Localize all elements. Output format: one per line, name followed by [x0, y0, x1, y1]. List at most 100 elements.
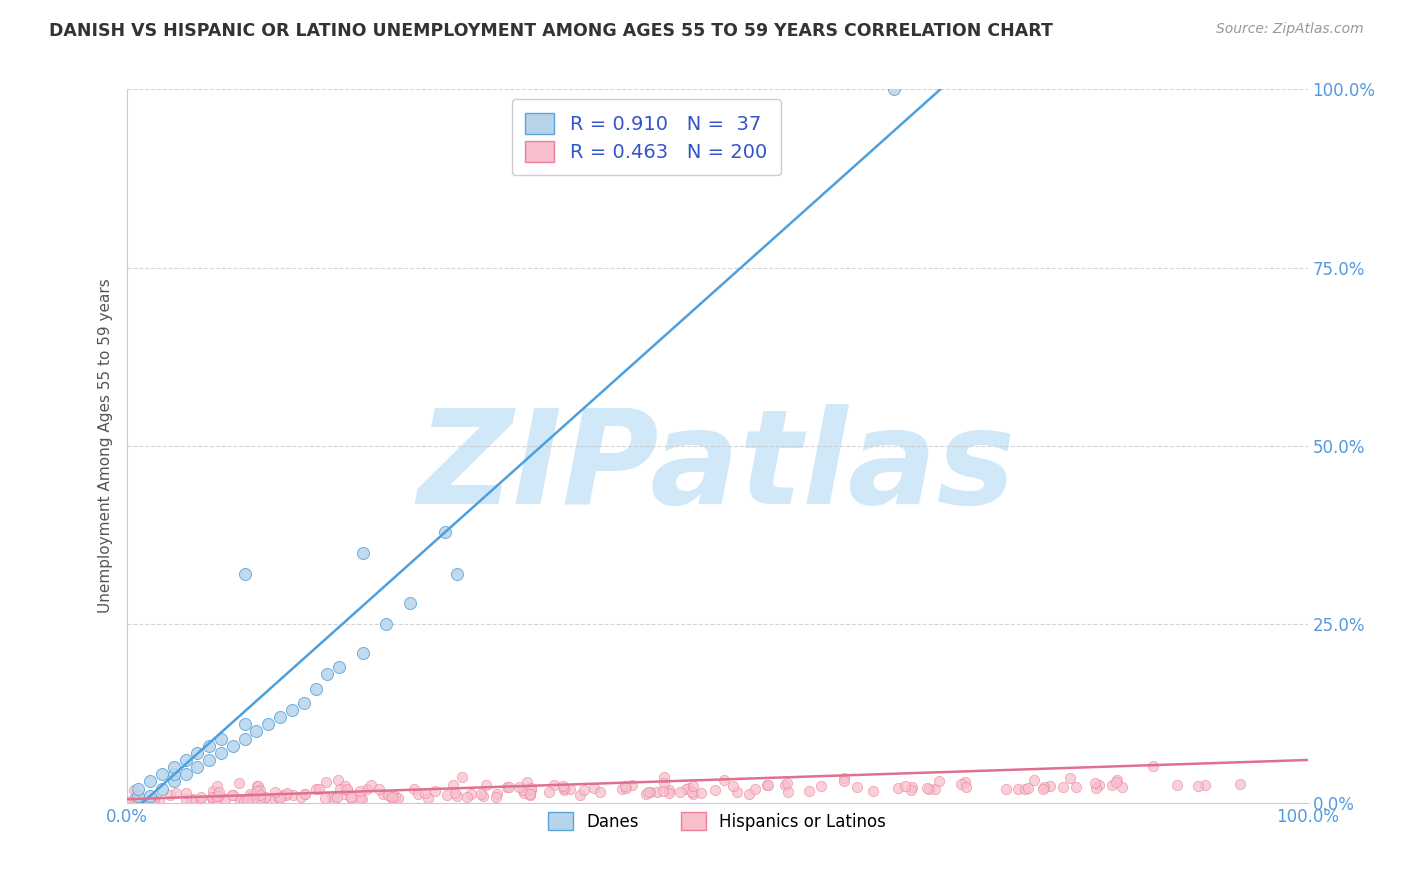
- Point: [236, 793, 259, 807]
- Point: [163, 774, 186, 789]
- Point: [180, 793, 202, 807]
- Point: [915, 781, 938, 796]
- Point: [294, 788, 316, 802]
- Point: [228, 776, 250, 790]
- Point: [446, 567, 468, 582]
- Point: [209, 731, 232, 746]
- Point: [444, 786, 467, 800]
- Point: [441, 778, 464, 792]
- Point: [208, 784, 231, 798]
- Point: [336, 783, 359, 797]
- Point: [283, 789, 305, 803]
- Point: [222, 739, 245, 753]
- Point: [326, 773, 349, 788]
- Point: [610, 781, 633, 796]
- Point: [682, 788, 704, 802]
- Point: [349, 790, 371, 805]
- Point: [560, 781, 582, 796]
- Point: [682, 779, 704, 793]
- Point: [163, 767, 186, 781]
- Point: [621, 779, 644, 793]
- Point: [496, 780, 519, 795]
- Point: [139, 793, 162, 807]
- Point: [775, 778, 797, 792]
- Point: [893, 779, 915, 793]
- Point: [755, 778, 778, 792]
- Point: [208, 789, 231, 803]
- Point: [1032, 781, 1054, 796]
- Point: [658, 783, 681, 797]
- Point: [1039, 779, 1062, 793]
- Point: [356, 781, 378, 796]
- Point: [485, 790, 508, 805]
- Point: [995, 782, 1018, 797]
- Point: [360, 778, 382, 792]
- Point: [508, 780, 530, 795]
- Point: [139, 789, 162, 803]
- Point: [202, 784, 225, 798]
- Point: [614, 781, 637, 796]
- Point: [537, 785, 560, 799]
- Point: [201, 790, 224, 805]
- Point: [264, 792, 287, 806]
- Point: [333, 787, 356, 801]
- Point: [294, 787, 316, 801]
- Point: [326, 790, 349, 805]
- Point: [222, 788, 245, 802]
- Point: [352, 546, 374, 560]
- Point: [553, 779, 575, 793]
- Point: [519, 780, 541, 795]
- Point: [340, 789, 363, 804]
- Point: [832, 773, 855, 788]
- Point: [333, 779, 356, 793]
- Point: [290, 790, 312, 805]
- Point: [198, 739, 221, 753]
- Point: [249, 788, 271, 802]
- Point: [305, 782, 328, 797]
- Point: [1014, 781, 1036, 796]
- Point: [658, 786, 681, 800]
- Point: [406, 787, 429, 801]
- Point: [634, 787, 657, 801]
- Point: [1101, 778, 1123, 792]
- Point: [519, 782, 541, 797]
- Point: [434, 524, 457, 539]
- Point: [1052, 780, 1074, 795]
- Point: [128, 795, 150, 809]
- Point: [955, 774, 977, 789]
- Point: [1105, 775, 1128, 789]
- Point: [276, 789, 298, 803]
- Point: [613, 779, 636, 793]
- Point: [245, 724, 267, 739]
- Point: [486, 787, 509, 801]
- Point: [519, 787, 541, 801]
- Point: [315, 775, 337, 789]
- Point: [209, 746, 232, 760]
- Point: [124, 790, 146, 805]
- Point: [928, 773, 950, 788]
- Point: [339, 790, 361, 805]
- Point: [589, 785, 612, 799]
- Point: [924, 782, 946, 797]
- Point: [188, 793, 211, 807]
- Point: [512, 786, 534, 800]
- Point: [174, 792, 197, 806]
- Point: [186, 760, 208, 774]
- Point: [1111, 780, 1133, 795]
- Point: [810, 780, 832, 794]
- Point: [832, 771, 855, 785]
- Point: [281, 703, 304, 717]
- Point: [744, 781, 766, 796]
- Point: [249, 791, 271, 805]
- Point: [384, 789, 406, 804]
- Point: [846, 780, 869, 794]
- Y-axis label: Unemployment Among Ages 55 to 59 years: Unemployment Among Ages 55 to 59 years: [97, 278, 112, 614]
- Point: [512, 782, 534, 797]
- Point: [799, 783, 821, 797]
- Point: [143, 792, 166, 806]
- Point: [955, 780, 977, 794]
- Point: [387, 790, 409, 805]
- Point: [231, 793, 253, 807]
- Point: [257, 717, 280, 731]
- Point: [475, 778, 498, 792]
